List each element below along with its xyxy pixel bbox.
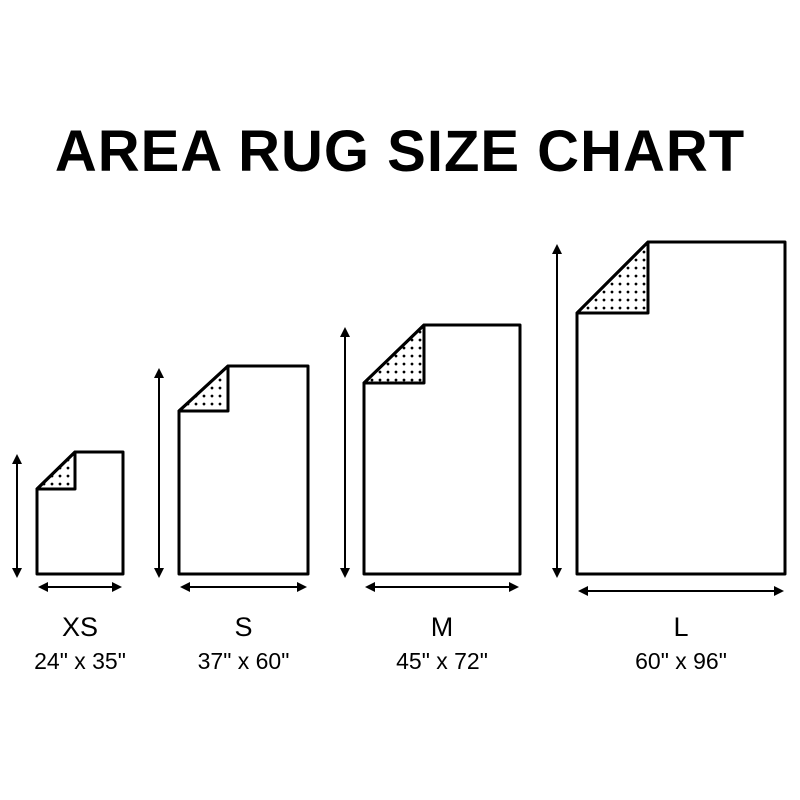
rug-s: S 37" x 60" xyxy=(154,364,310,674)
chart-title: AREA RUG SIZE CHART xyxy=(54,119,746,184)
size-label: M xyxy=(431,612,454,642)
dimensions-label: 60" x 96" xyxy=(635,648,727,674)
folded-corner xyxy=(575,240,650,315)
dimensions-label: 45" x 72" xyxy=(396,648,488,674)
dimensions-label: 24" x 35" xyxy=(34,648,126,674)
dimensions-label: 37" x 60" xyxy=(198,648,290,674)
folded-corner xyxy=(35,450,77,491)
size-label: L xyxy=(673,612,688,642)
rug-xs: XS 24" x 35" xyxy=(12,450,126,674)
folded-corner xyxy=(362,323,426,385)
rug-l: L 60" x 96" xyxy=(552,240,787,674)
size-label: XS xyxy=(62,612,98,642)
rug-m: M 45" x 72" xyxy=(340,323,522,674)
rug-outline xyxy=(35,450,125,576)
folded-corner xyxy=(177,364,230,413)
size-label: S xyxy=(234,612,252,642)
